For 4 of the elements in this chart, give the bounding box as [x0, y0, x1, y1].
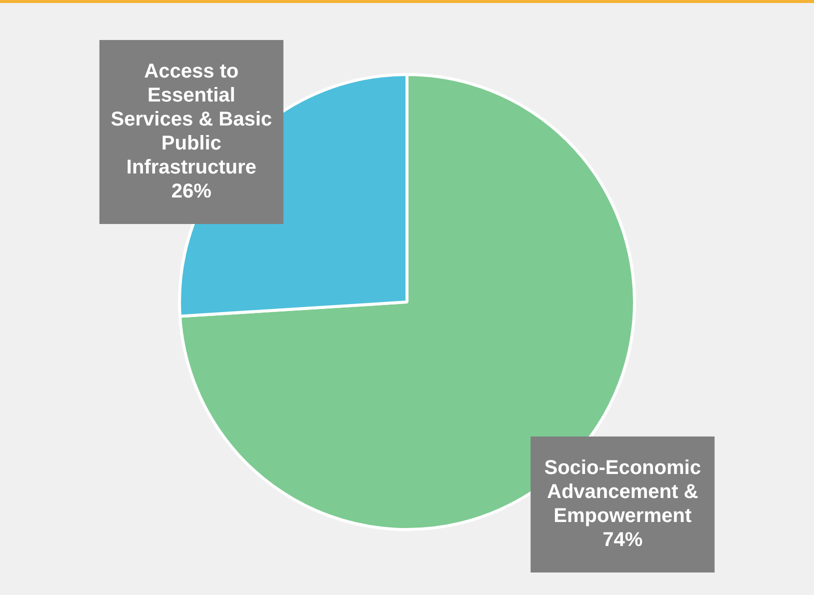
- data-label: 74%: [602, 528, 643, 551]
- data-label: 26%: [171, 180, 212, 203]
- slice-label: Access to Essential Services & Basic Public Infrastructure: [110, 60, 272, 179]
- slice-label: Socio-Economic Advancement & Empowerment: [544, 456, 701, 527]
